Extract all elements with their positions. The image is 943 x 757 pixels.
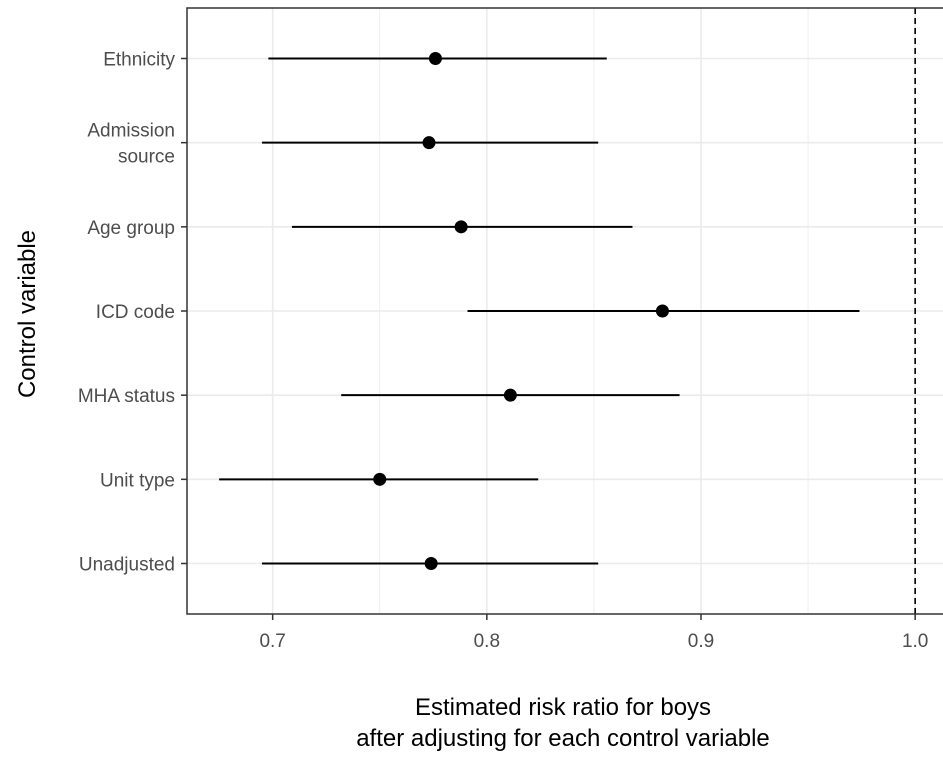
x-tick-label: 0.7 — [259, 631, 285, 652]
x-tick-label: 0.9 — [688, 631, 714, 652]
x-axis-ticks: 0.7 0.8 0.9 1.0 — [259, 614, 928, 652]
y-tick-label: Unit type — [100, 470, 175, 491]
point-estimate — [373, 473, 386, 486]
point-estimate — [504, 389, 517, 402]
y-tick-label: Admission source — [87, 121, 175, 168]
y-tick-label: Age group — [87, 218, 175, 239]
point-estimate — [455, 220, 468, 233]
point-estimate — [423, 136, 436, 149]
y-axis-title: Control variable — [14, 230, 41, 398]
point-estimate — [656, 305, 669, 318]
y-tick-label: Unadjusted — [79, 555, 175, 576]
y-tick-label: MHA status — [78, 386, 175, 407]
x-tick-label: 1.0 — [902, 631, 928, 652]
y-axis-ticks: Ethnicity Admission source Age group ICD cod… — [78, 50, 187, 576]
x-tick-label: 0.8 — [474, 631, 500, 652]
point-estimate — [425, 557, 438, 570]
y-tick-label: ICD code — [96, 302, 175, 323]
point-estimate — [429, 52, 442, 65]
y-tick-label: Ethnicity — [103, 50, 175, 71]
x-axis-title: Estimated risk ratio for boys after adjus… — [356, 694, 770, 752]
